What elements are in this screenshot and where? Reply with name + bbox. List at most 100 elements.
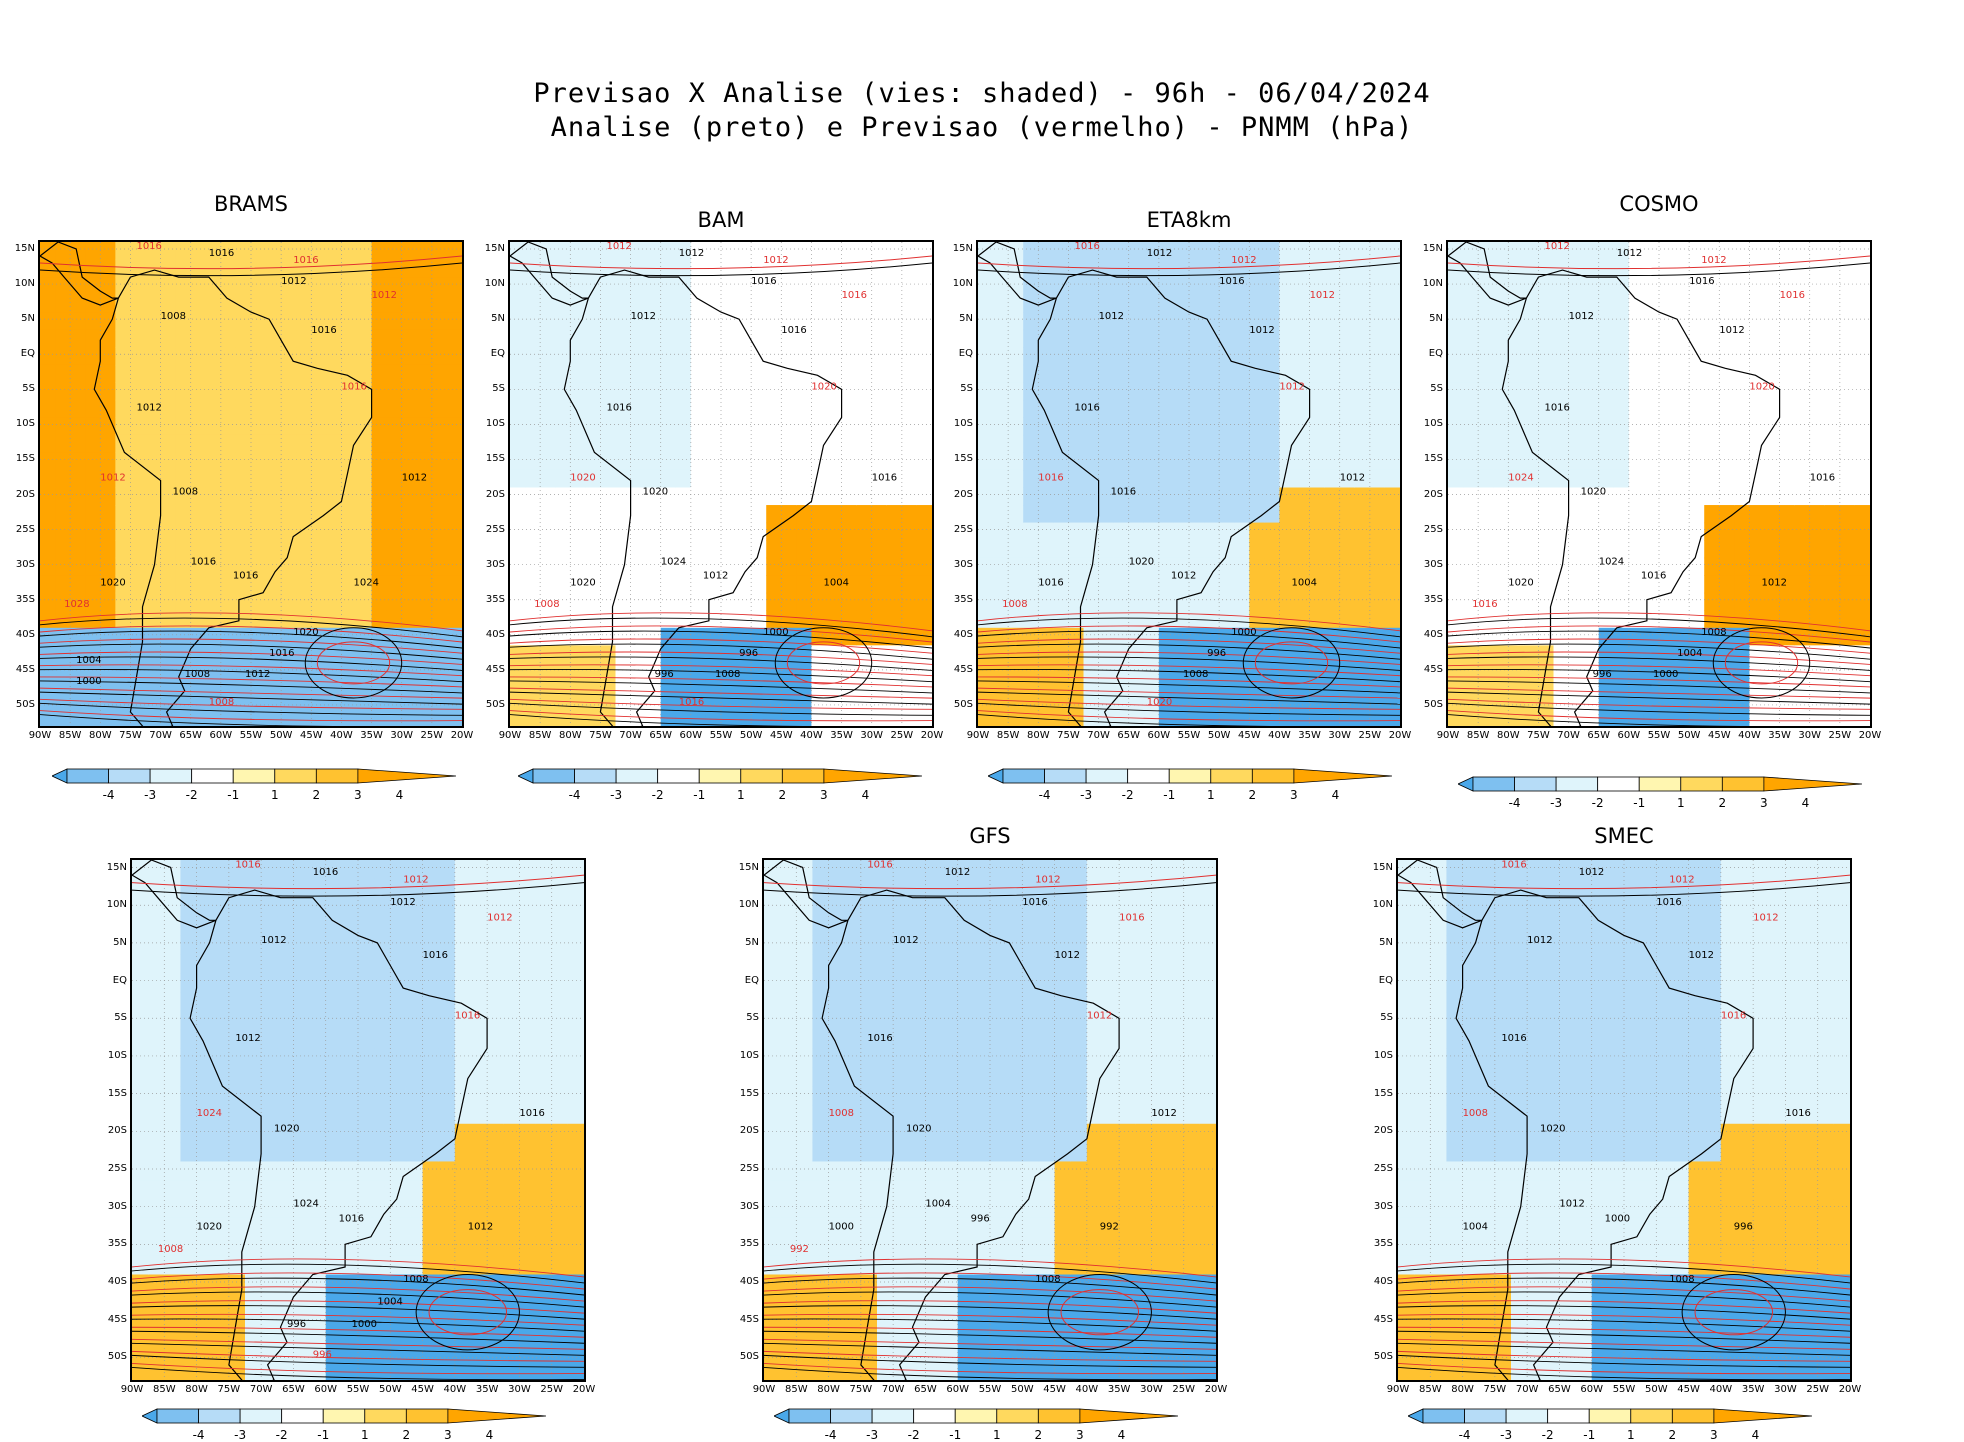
analysis-contour-label: 1012 — [1579, 867, 1604, 878]
analysis-contour-label: 1024 — [353, 578, 378, 589]
lon-tick-label: 30W — [1136, 1384, 1166, 1395]
lon-tick-label: 40W — [440, 1384, 470, 1395]
colorbar-swatch — [67, 769, 109, 783]
lon-tick-label: 75W — [115, 730, 145, 741]
lat-tick-label: 10S — [97, 1050, 127, 1061]
lat-tick-label: 15S — [943, 453, 973, 464]
forecast-contour-label: 1008 — [534, 599, 559, 610]
lon-tick-label: 90W — [25, 730, 55, 741]
colorbar-tick-label: 2 — [1712, 796, 1732, 810]
panel-title: BAM — [508, 208, 934, 232]
analysis-contour-label: 1016 — [519, 1108, 544, 1119]
lon-tick-label: 55W — [343, 1384, 373, 1395]
lon-tick-label: 40W — [1734, 730, 1764, 741]
forecast-contour-label: 1012 — [606, 242, 631, 252]
colorbar-tick-label: 3 — [1704, 1428, 1724, 1442]
colorbar — [1458, 776, 1862, 792]
colorbar-tick-label: 4 — [479, 1428, 499, 1442]
lat-tick-label: 5S — [475, 383, 505, 394]
colorbar-tick-label: 4 — [1111, 1428, 1131, 1442]
colorbar — [1408, 1408, 1812, 1424]
lon-tick-label: 40W — [1264, 730, 1294, 741]
pressure-map: 1012101610121012101610161012102010161012… — [978, 242, 1402, 728]
forecast-contour-label: 1016 — [867, 860, 892, 871]
forecast-contour-label: 1008 — [1002, 599, 1027, 610]
lon-tick-label: 70W — [246, 1384, 276, 1395]
lat-tick-label: 30S — [943, 559, 973, 570]
lat-tick-label: 20S — [1363, 1125, 1393, 1136]
analysis-contour-label: 1020 — [1540, 1123, 1565, 1134]
lat-tick-label: 20S — [5, 489, 35, 500]
lon-tick-label: 85W — [1463, 730, 1493, 741]
analysis-contour-label: 1016 — [1641, 571, 1666, 582]
lat-tick-label: 40S — [97, 1276, 127, 1287]
lon-tick-label: 55W — [236, 730, 266, 741]
colorbar-swatch — [1128, 769, 1170, 783]
colorbar-swatch — [533, 769, 575, 783]
forecast-contour-label: 1016 — [1119, 912, 1144, 923]
lon-tick-label: 25W — [1169, 1384, 1199, 1395]
lon-tick-label: 50W — [1007, 1384, 1037, 1395]
colorbar — [142, 1408, 546, 1424]
colorbar-tick-label: -2 — [648, 788, 668, 802]
analysis-contour-label: 1012 — [1719, 325, 1744, 336]
analysis-contour-label: 1012 — [1617, 248, 1642, 259]
analysis-contour-label: 1012 — [468, 1221, 493, 1232]
lat-tick-label: 15N — [943, 243, 973, 254]
colorbar-swatch — [275, 769, 317, 783]
colorbar-tick-label: -4 — [99, 788, 119, 802]
forecast-contour-label: 1016 — [1074, 242, 1099, 252]
lat-tick-label: 10N — [475, 278, 505, 289]
forecast-contour-label: 1012 — [1087, 1010, 1112, 1021]
lat-tick-label: 35S — [729, 1238, 759, 1249]
lat-tick-label: 15S — [1413, 453, 1443, 464]
lon-tick-label: 35W — [357, 730, 387, 741]
lon-tick-label: 75W — [1053, 730, 1083, 741]
lat-tick-label: 30S — [1363, 1201, 1393, 1212]
forecast-contour-label: 1008 — [829, 1108, 854, 1119]
forecast-contour-label: 1016 — [842, 290, 867, 301]
colorbar — [518, 768, 922, 784]
lat-tick-label: 45S — [97, 1314, 127, 1325]
lon-tick-label: 65W — [278, 1384, 308, 1395]
lon-tick-label: 80W — [85, 730, 115, 741]
analysis-contour-label: 1016 — [1022, 897, 1047, 908]
lat-tick-label: 30S — [475, 559, 505, 570]
analysis-contour-label: 996 — [971, 1214, 990, 1225]
lat-tick-label: 10N — [1413, 278, 1443, 289]
analysis-contour-label: 1020 — [1508, 578, 1533, 589]
lat-tick-label: 10N — [1363, 899, 1393, 910]
analysis-contour-label: 1016 — [1501, 1033, 1526, 1044]
lon-tick-label: 70W — [616, 730, 646, 741]
lat-tick-label: 5N — [5, 313, 35, 324]
analysis-contour-label: 1000 — [1653, 669, 1678, 680]
colorbar-swatch — [518, 769, 533, 783]
lon-tick-label: 45W — [1040, 1384, 1070, 1395]
analysis-contour-label: 992 — [1100, 1221, 1119, 1232]
lon-tick-label: 25W — [1355, 730, 1385, 741]
forecast-contour-label: 1024 — [197, 1108, 222, 1119]
colorbar — [988, 768, 1392, 784]
analysis-contour-label: 1012 — [1171, 571, 1196, 582]
lat-tick-label: 35S — [943, 594, 973, 605]
lat-tick-label: 10S — [1363, 1050, 1393, 1061]
colorbar-tick-label: 1 — [355, 1428, 375, 1442]
colorbar-tick-label: -3 — [1546, 796, 1566, 810]
colorbar-swatch — [1589, 1409, 1631, 1423]
analysis-contour-label: 1004 — [377, 1297, 402, 1308]
lat-tick-label: 20S — [475, 489, 505, 500]
colorbar-swatch — [157, 1409, 199, 1423]
lon-tick-label: 20W — [447, 730, 477, 741]
lon-tick-label: 30W — [1770, 1384, 1800, 1395]
pressure-map: 1012101610121012101610201012100410009969… — [764, 860, 1218, 1382]
analysis-contour-label: 1008 — [1669, 1274, 1694, 1285]
analysis-contour-label: 996 — [1734, 1221, 1753, 1232]
analysis-contour-label: 1016 — [1038, 578, 1063, 589]
forecast-contour-label: 1016 — [1501, 860, 1526, 871]
colorbar-tick-label: -1 — [223, 788, 243, 802]
lat-tick-label: 5S — [1413, 383, 1443, 394]
analysis-contour-label: 996 — [655, 669, 674, 680]
colorbar-tick-label: 2 — [772, 788, 792, 802]
lon-tick-label: 30W — [1325, 730, 1355, 741]
